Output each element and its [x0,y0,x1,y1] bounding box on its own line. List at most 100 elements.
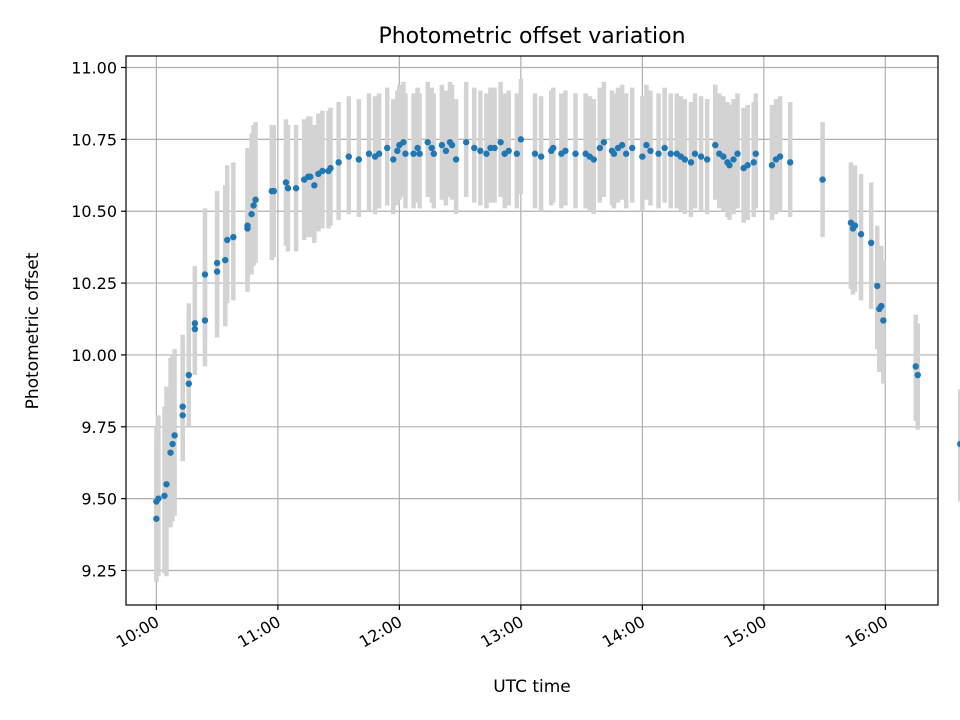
x-axis-label: UTC time [493,677,571,697]
data-point [201,317,209,324]
y-tick-label: 10.50 [71,202,117,221]
data-point [647,147,654,155]
data-point [957,440,960,448]
x-axis-ticks: 10:00 11:00 12:00 13:00 14:00 15:00 16:00 [113,605,891,652]
y-axis-label: Photometric offset [23,252,43,409]
data-point [307,173,314,180]
data-point [375,150,383,157]
data-point [430,150,437,157]
data-point [643,141,650,149]
data-point [874,282,881,290]
plot-frame [125,55,939,606]
data-point [400,139,407,146]
data-point [201,271,209,278]
data-point [867,239,875,247]
data-point [438,141,446,149]
data-point [335,159,342,166]
x-tick-label: 14:00 [599,612,648,652]
x-tick-label: 15:00 [720,612,769,652]
y-axis-ticks: 9.25 9.50 9.75 10.00 10.25 10.50 10.75 11.00 [71,58,126,581]
data-point [752,150,759,157]
data-point [712,141,719,149]
data-point [610,150,618,157]
error-bars [154,78,960,583]
data-point [914,371,921,379]
data-point [531,150,539,157]
data-point [252,196,259,203]
data-point [726,162,733,169]
data-point [394,147,401,155]
data-point [550,144,557,152]
data-point [179,403,186,410]
data-point [667,150,674,157]
data-point [292,185,300,192]
y-tick-label: 10.00 [71,346,117,365]
data-point [744,162,751,169]
data-point [185,371,192,379]
gridlines [126,56,938,605]
data-point [697,153,705,160]
y-tick-label: 11.00 [71,58,117,77]
data-point [505,147,512,155]
data-point [230,233,237,241]
data-point [776,153,784,160]
data-point [161,492,168,499]
data-point [416,150,423,157]
data-point [284,185,292,192]
data-point [452,156,460,163]
data-point [590,156,597,163]
data-point [153,515,160,522]
data-point [462,139,470,146]
data-point [448,141,456,149]
data-point [327,164,334,172]
data-point [600,139,608,146]
data-point [912,363,919,370]
y-tick-label: 9.25 [81,562,117,581]
data-point [213,259,221,267]
data-point [622,150,630,157]
data-point [629,144,636,152]
x-tick-label: 13:00 [477,612,526,652]
data-point [171,432,178,439]
data-point [384,144,391,152]
data-point [681,156,689,163]
data-point [880,317,887,324]
y-tick-label: 9.75 [81,418,117,437]
data-point [477,147,484,155]
data-point [703,156,711,163]
data-point [355,156,363,163]
data-point [730,156,737,163]
data-point [661,144,668,152]
data-point [155,495,162,502]
data-point [169,440,176,448]
data-point [179,412,186,419]
x-tick-label: 10:00 [113,612,162,652]
data-point [471,144,478,152]
data-point [270,187,278,195]
data-point [786,159,794,166]
data-point [410,150,417,157]
data-point [167,449,174,456]
data-point [345,153,352,160]
data-point [224,236,231,244]
data-point [402,150,409,157]
data-point [720,153,727,160]
y-tick-label: 9.50 [81,490,117,509]
data-point [819,176,826,183]
x-tick-label: 11:00 [234,612,283,652]
data-point [734,150,741,157]
data-point [428,144,435,152]
data-point [851,222,859,229]
data-point [244,222,251,229]
data-point [618,141,626,149]
data-point [191,320,199,327]
data-point [222,256,229,264]
data-point [857,231,865,238]
chart-title: Photometric offset variation [378,24,685,49]
data-point [572,150,579,157]
data-point [390,156,397,163]
data-points [153,136,960,522]
data-point [639,153,646,160]
data-point [191,325,199,333]
